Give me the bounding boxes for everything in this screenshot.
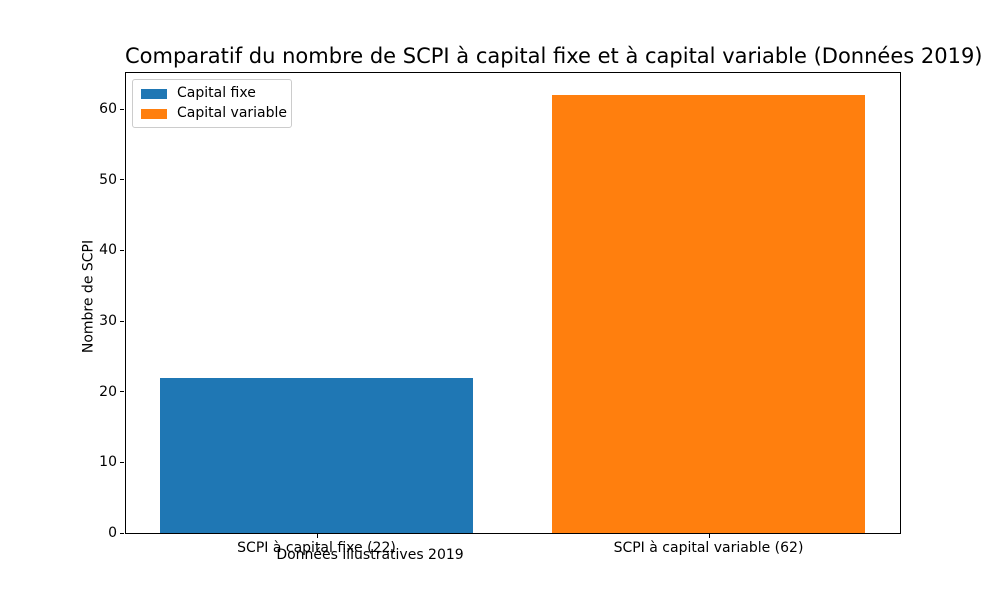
x-tick-mark bbox=[316, 534, 318, 538]
y-tick-mark bbox=[120, 320, 124, 322]
y-tick-label: 30 bbox=[99, 313, 117, 330]
y-tick-label: 60 bbox=[99, 101, 117, 118]
y-tick-mark bbox=[120, 532, 124, 534]
chart-title: Comparatif du nombre de SCPI à capital f… bbox=[125, 44, 983, 68]
legend-row: Capital fixe bbox=[141, 86, 281, 101]
legend-label: Capital fixe bbox=[177, 85, 256, 101]
y-tick-label: 40 bbox=[99, 242, 117, 259]
bar-capital-fixe bbox=[160, 378, 473, 533]
plot-area bbox=[125, 72, 901, 534]
legend-swatch-icon bbox=[141, 108, 167, 119]
legend-swatch-icon bbox=[141, 88, 167, 99]
y-tick-mark bbox=[120, 179, 124, 181]
y-tick-mark bbox=[120, 391, 124, 393]
legend-label: Capital variable bbox=[177, 105, 288, 121]
y-axis-label: Nombre de SCPI bbox=[80, 239, 97, 354]
legend-row: Capital variable bbox=[141, 106, 287, 121]
y-tick-label: 50 bbox=[99, 171, 117, 188]
x-axis-label: Données illustratives 2019 bbox=[276, 547, 464, 563]
y-tick-mark bbox=[120, 461, 124, 464]
x-tick-mark bbox=[708, 534, 710, 538]
bar-capital-variable bbox=[552, 95, 865, 533]
y-tick-label: 0 bbox=[108, 525, 117, 541]
y-tick-mark bbox=[120, 249, 124, 252]
x-tick-label-capital-fixe: SCPI à capital fixe (22) bbox=[237, 540, 396, 556]
y-tick-label: 20 bbox=[99, 383, 117, 400]
legend: Capital fixe Capital variable bbox=[132, 79, 292, 128]
y-tick-label: 10 bbox=[99, 454, 117, 471]
x-tick-label-capital-variable: SCPI à capital variable (62) bbox=[613, 540, 804, 556]
y-tick-mark bbox=[120, 108, 124, 110]
